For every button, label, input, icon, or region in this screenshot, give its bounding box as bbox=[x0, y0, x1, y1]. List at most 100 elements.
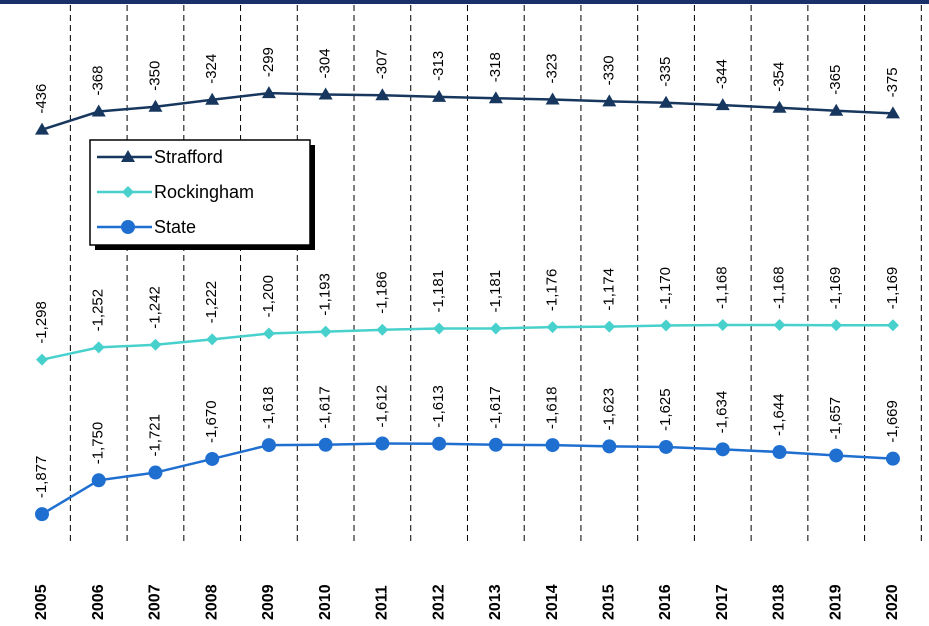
marker bbox=[375, 88, 390, 101]
marker bbox=[122, 186, 134, 198]
top-border bbox=[0, 0, 929, 4]
marker bbox=[603, 320, 616, 333]
x-tick-label: 2014 bbox=[544, 584, 561, 620]
marker bbox=[773, 318, 786, 331]
data-label: -323 bbox=[544, 53, 561, 83]
x-tick-label: 2012 bbox=[430, 584, 447, 620]
data-label: -1,168 bbox=[714, 266, 731, 309]
marker bbox=[545, 438, 560, 453]
data-label: -354 bbox=[770, 62, 787, 92]
data-label: -1,252 bbox=[90, 289, 107, 332]
x-tick-label: 2008 bbox=[203, 584, 220, 620]
x-tick-label: 2007 bbox=[147, 584, 164, 620]
marker bbox=[318, 437, 333, 452]
x-tick-label: 2011 bbox=[374, 585, 391, 620]
data-label: -1,298 bbox=[33, 301, 50, 344]
x-tick-label: 2016 bbox=[657, 584, 674, 620]
marker bbox=[772, 445, 787, 460]
marker bbox=[121, 150, 135, 162]
marker bbox=[715, 98, 730, 111]
data-label: -1,618 bbox=[260, 387, 277, 430]
data-label: -1,200 bbox=[260, 275, 277, 318]
data-label: -1,181 bbox=[487, 270, 504, 313]
marker bbox=[432, 89, 447, 102]
data-label: -318 bbox=[487, 52, 504, 82]
marker bbox=[261, 86, 276, 99]
marker bbox=[660, 319, 673, 332]
data-label: -1,242 bbox=[146, 286, 163, 329]
legend-label: State bbox=[154, 217, 196, 237]
data-label: -1,617 bbox=[487, 386, 504, 429]
marker bbox=[488, 91, 503, 104]
marker bbox=[659, 95, 674, 108]
marker bbox=[659, 439, 674, 454]
data-label: -436 bbox=[33, 84, 50, 114]
x-tick-label: 2020 bbox=[884, 584, 901, 620]
marker bbox=[35, 122, 49, 135]
data-label: -1,634 bbox=[714, 391, 731, 434]
x-tick-label: 2013 bbox=[487, 584, 504, 620]
data-label: -324 bbox=[203, 54, 220, 84]
x-tick-label: 2009 bbox=[260, 584, 277, 620]
x-tick-label: 2015 bbox=[601, 584, 618, 620]
data-label: -1,618 bbox=[544, 387, 561, 430]
x-tick-label: 2018 bbox=[771, 584, 788, 620]
data-label: -1,721 bbox=[146, 414, 163, 457]
data-label: -330 bbox=[600, 55, 617, 85]
data-label: -1,657 bbox=[827, 397, 844, 440]
marker bbox=[489, 322, 502, 335]
data-label: -1,669 bbox=[884, 400, 901, 443]
marker bbox=[772, 100, 787, 113]
marker bbox=[546, 321, 559, 334]
data-label: -375 bbox=[884, 67, 901, 97]
marker bbox=[376, 323, 389, 336]
x-tick-label: 2010 bbox=[317, 584, 334, 620]
data-label: -304 bbox=[317, 48, 334, 78]
data-label: -313 bbox=[430, 51, 447, 81]
data-label: -1,612 bbox=[373, 385, 390, 428]
data-label: -344 bbox=[714, 59, 731, 89]
marker bbox=[716, 318, 729, 331]
marker bbox=[148, 465, 163, 480]
legend-label: Rockingham bbox=[154, 182, 254, 202]
data-label: -1,877 bbox=[33, 456, 50, 499]
marker bbox=[488, 437, 503, 452]
marker bbox=[432, 436, 447, 451]
marker bbox=[92, 341, 105, 354]
series-line bbox=[41, 91, 894, 131]
data-label: -1,169 bbox=[827, 267, 844, 310]
marker bbox=[91, 104, 106, 117]
data-label: -1,617 bbox=[317, 386, 334, 429]
data-label: -299 bbox=[260, 47, 277, 77]
marker bbox=[602, 94, 617, 107]
data-label: -350 bbox=[146, 61, 163, 91]
data-label: -1,176 bbox=[544, 269, 561, 312]
data-label: -1,168 bbox=[770, 266, 787, 309]
marker bbox=[318, 87, 333, 100]
legend-label: Strafford bbox=[154, 147, 223, 167]
data-label: -1,750 bbox=[90, 422, 107, 465]
data-label: -368 bbox=[90, 66, 107, 96]
marker bbox=[261, 438, 276, 453]
marker bbox=[319, 325, 332, 338]
data-label: -335 bbox=[657, 57, 674, 87]
data-label: -1,644 bbox=[770, 393, 787, 436]
marker bbox=[205, 451, 220, 466]
series-line bbox=[41, 323, 893, 361]
data-label: -1,623 bbox=[600, 388, 617, 431]
data-label: -1,625 bbox=[657, 388, 674, 431]
data-label: -1,174 bbox=[600, 268, 617, 311]
marker bbox=[433, 322, 446, 335]
marker bbox=[36, 353, 48, 366]
series-line bbox=[41, 442, 894, 516]
data-label: -1,613 bbox=[430, 385, 447, 428]
x-tick-label: 2017 bbox=[714, 584, 731, 620]
data-label: -365 bbox=[827, 65, 844, 95]
marker bbox=[829, 448, 844, 463]
marker bbox=[121, 220, 135, 234]
marker bbox=[602, 439, 617, 454]
marker bbox=[830, 319, 843, 332]
marker bbox=[829, 103, 844, 116]
data-label: -1,670 bbox=[203, 400, 220, 443]
